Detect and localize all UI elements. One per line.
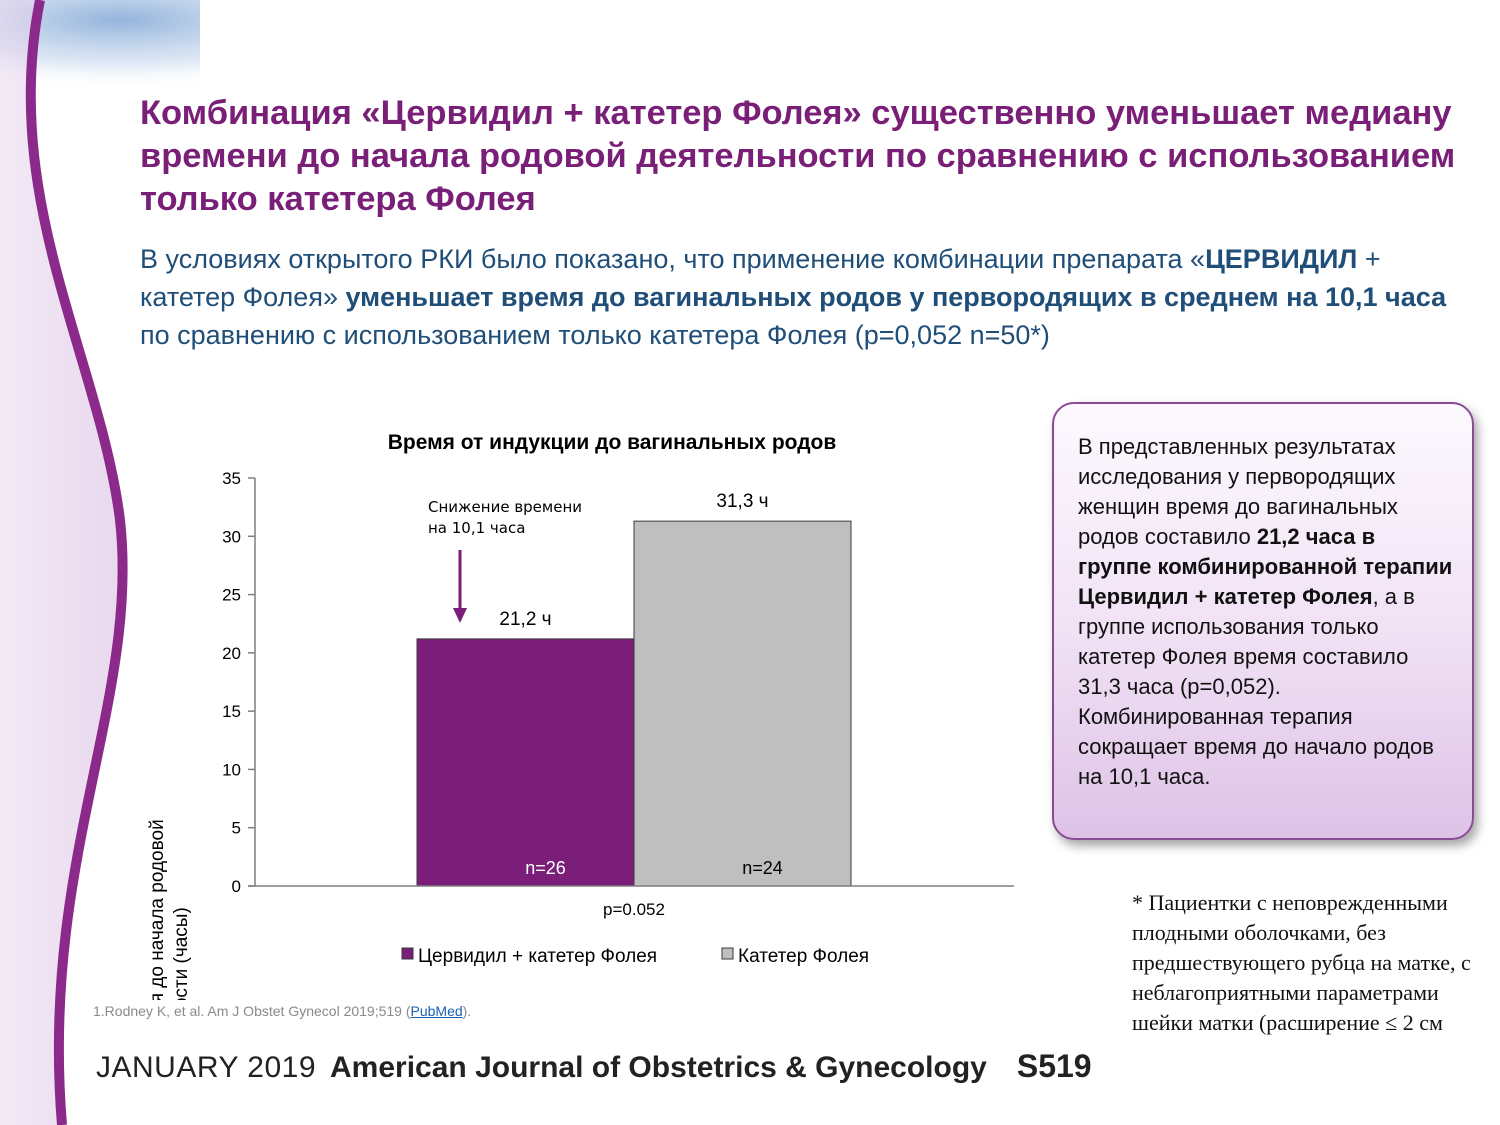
subtitle-part-1: В условиях открытого РКИ было показано, …: [140, 244, 1206, 274]
y-tick-label: 0: [232, 877, 241, 896]
legend-swatch: [721, 947, 734, 960]
bar-value-label: 21,2 ч: [499, 609, 551, 630]
chart-legend: Цервидил + катетер Фолея Катетер Фолея: [401, 946, 869, 967]
journal-page: S519: [1016, 1048, 1092, 1084]
bar-foley: [633, 520, 852, 887]
pubmed-link[interactable]: PubMed: [410, 1003, 463, 1019]
patients-footnote: * Пациентки с неповрежденными плодными о…: [1132, 890, 1471, 1035]
chart-title: Время от индукции до вагинальных родов: [388, 431, 837, 454]
callout-part-2: , а в группе использования только катете…: [1078, 584, 1434, 789]
y-tick-label: 15: [222, 702, 241, 721]
ribbon-line: [25, 0, 128, 1125]
legend-swatch: [401, 947, 414, 960]
subtitle-bold-2: уменьшает время до вагинальных родов у п…: [345, 282, 1447, 312]
subtitle-part-2: + катетер Фолея»: [140, 244, 1381, 312]
slide-subtitle: В условиях открытого РКИ было показано, …: [140, 240, 1470, 354]
ribbon-fill: [0, 0, 123, 1125]
bar-n-label: n=26: [525, 858, 566, 878]
y-tick-label: 10: [222, 760, 241, 779]
x-axis-label: p=0.052: [603, 900, 665, 919]
bar-chart: Время от индукции до вагинальных родов С…: [147, 431, 1014, 1000]
y-axis-label-line-2: деятельности (часы): [171, 907, 192, 1000]
annotation-text-line-2: на 10,1 часа: [428, 519, 525, 537]
callout-bold: 21,2 часа в группе комбинированной терап…: [1078, 524, 1453, 609]
slide-title: Комбинация «Цервидил + катетер Фолея» су…: [140, 94, 1456, 218]
annotation-text-line-1: Снижение времени: [428, 498, 582, 516]
y-tick-label: 20: [222, 644, 241, 663]
journal-date: JANUARY 2019: [96, 1051, 317, 1084]
reduction-annotation: Снижение времени на 10,1 часа: [428, 498, 582, 623]
y-tick-label: 5: [232, 819, 241, 838]
bar-cervidil-foley: [416, 638, 635, 887]
callout-part-1: В представленных результатах исследовани…: [1078, 434, 1398, 549]
down-arrow-icon: [453, 608, 467, 623]
y-tick-label: 35: [222, 469, 241, 488]
y-tick-label: 25: [222, 586, 241, 605]
reference-end: ).: [462, 1003, 472, 1019]
y-tick-label: 30: [222, 527, 241, 546]
subtitle-bold-1: ЦЕРВИДИЛ: [1205, 244, 1358, 274]
legend-entry: Катетер Фолея: [738, 946, 869, 967]
reference: 1.Rodney K, et al. Am J Obstet Gynecol 2…: [93, 1003, 471, 1019]
journal-name: American Journal of Obstetrics & Gynecol…: [330, 1051, 987, 1084]
bar-n-label: n=24: [742, 858, 783, 878]
journal-footer: JANUARY 2019 American Journal of Obstetri…: [96, 1044, 1092, 1090]
summary-callout: В представленных результатах исследовани…: [1052, 402, 1474, 840]
cloud-shape: [0, 0, 200, 90]
decorative-wave: [0, 0, 200, 1125]
y-axis-label-line-1: Среднее время до начала родовой: [147, 819, 168, 1000]
legend-entry: Цервидил + катетер Фолея: [418, 946, 657, 967]
bar-value-label: 31,3 ч: [716, 491, 768, 512]
reference-text: 1.Rodney K, et al. Am J Obstet Gynecol 2…: [93, 1003, 411, 1019]
subtitle-part-3: по сравнению с использованием только кат…: [140, 320, 1050, 350]
